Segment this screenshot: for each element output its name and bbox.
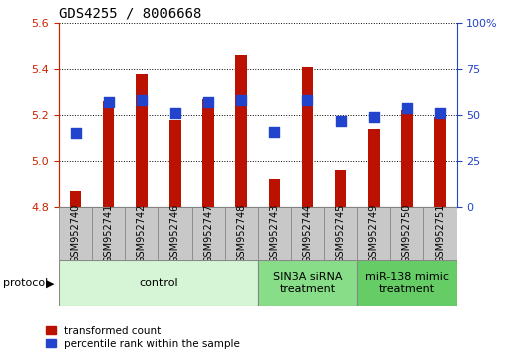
Bar [169, 120, 181, 207]
Text: GSM952741: GSM952741 [104, 204, 114, 263]
Bar [423, 207, 457, 260]
Bar [291, 207, 324, 260]
Point [436, 110, 444, 116]
Text: GSM952751: GSM952751 [435, 204, 445, 263]
Point [237, 97, 245, 103]
Bar [103, 101, 114, 207]
Bar [59, 207, 92, 260]
Text: control: control [139, 278, 177, 288]
Text: GSM952740: GSM952740 [71, 204, 81, 263]
Bar [191, 207, 225, 260]
Text: SIN3A siRNA
treatment: SIN3A siRNA treatment [273, 272, 342, 294]
Bar [390, 207, 423, 260]
Bar [302, 67, 313, 207]
Point [71, 131, 80, 136]
Bar [434, 117, 446, 207]
Bar [401, 110, 412, 207]
Bar [59, 260, 258, 306]
Bar [125, 207, 159, 260]
Text: GSM952749: GSM952749 [369, 204, 379, 263]
Text: GSM952746: GSM952746 [170, 204, 180, 263]
Text: GDS4255 / 8006668: GDS4255 / 8006668 [59, 6, 202, 21]
Text: GSM952747: GSM952747 [203, 204, 213, 263]
Text: GSM952742: GSM952742 [137, 204, 147, 263]
Bar [235, 55, 247, 207]
Bar [136, 74, 148, 207]
Bar [357, 207, 390, 260]
Bar [70, 191, 82, 207]
Legend: transformed count, percentile rank within the sample: transformed count, percentile rank withi… [46, 326, 240, 349]
Point [171, 110, 179, 116]
Text: GSM952750: GSM952750 [402, 204, 412, 263]
Text: GSM952743: GSM952743 [269, 204, 280, 263]
Bar [368, 129, 380, 207]
Point [105, 99, 113, 105]
Text: protocol: protocol [3, 278, 48, 288]
Bar [202, 99, 214, 207]
Point [303, 97, 311, 103]
Bar [268, 179, 280, 207]
Bar [357, 260, 457, 306]
Text: GSM952744: GSM952744 [303, 204, 312, 263]
Text: miR-138 mimic
treatment: miR-138 mimic treatment [365, 272, 449, 294]
Bar [159, 207, 191, 260]
Text: GSM952745: GSM952745 [336, 204, 346, 263]
Point [137, 97, 146, 103]
Point [403, 105, 411, 110]
Bar [92, 207, 125, 260]
Point [270, 129, 279, 135]
Text: GSM952748: GSM952748 [236, 204, 246, 263]
Bar [258, 207, 291, 260]
Bar [324, 207, 357, 260]
Point [204, 99, 212, 105]
Bar [225, 207, 258, 260]
Text: ▶: ▶ [46, 278, 54, 288]
Bar [335, 170, 346, 207]
Bar [258, 260, 357, 306]
Point [337, 118, 345, 124]
Point [370, 114, 378, 120]
